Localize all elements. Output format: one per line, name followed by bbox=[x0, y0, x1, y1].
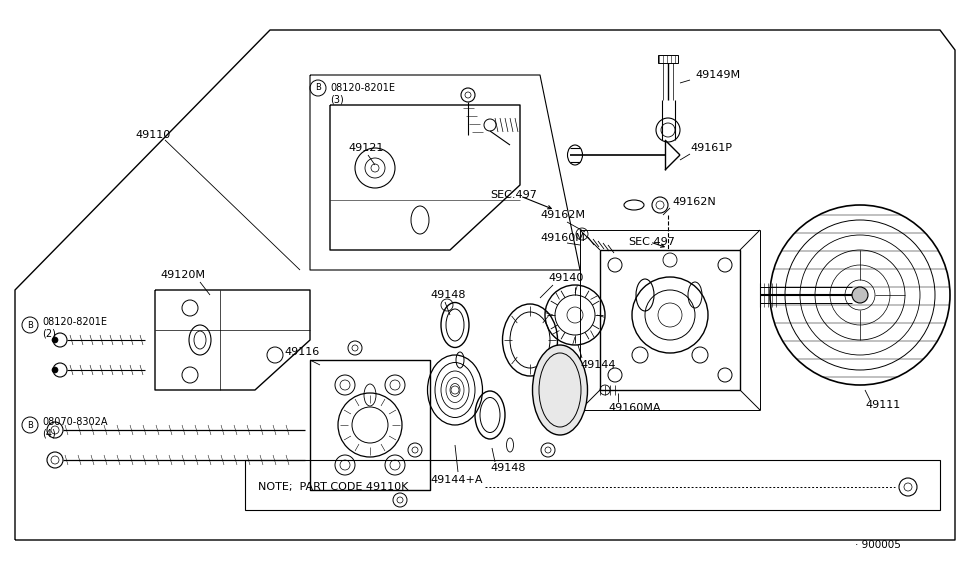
Text: (2): (2) bbox=[42, 329, 56, 339]
Text: 49144+A: 49144+A bbox=[430, 475, 483, 485]
Text: NOTE;  PART CODE 49110K: NOTE; PART CODE 49110K bbox=[258, 482, 409, 492]
Text: 49162M: 49162M bbox=[540, 210, 585, 220]
Text: B: B bbox=[315, 84, 321, 92]
Text: SEC.497: SEC.497 bbox=[628, 237, 675, 247]
Text: 49148: 49148 bbox=[490, 463, 526, 473]
Text: 49148: 49148 bbox=[430, 290, 465, 300]
Bar bbox=[600, 250, 740, 390]
Text: 49160M: 49160M bbox=[540, 233, 585, 243]
Text: 49121: 49121 bbox=[348, 143, 383, 153]
Text: B: B bbox=[27, 421, 33, 430]
Text: (3): (3) bbox=[330, 95, 344, 105]
Bar bbox=[245, 460, 940, 510]
Text: · 900005: · 900005 bbox=[855, 540, 901, 550]
Text: 49120M: 49120M bbox=[160, 270, 205, 280]
Text: 08120-8201E: 08120-8201E bbox=[330, 83, 395, 93]
Text: 08070-8302A: 08070-8302A bbox=[42, 417, 107, 427]
Text: 49162N: 49162N bbox=[672, 197, 716, 207]
Text: (4): (4) bbox=[42, 429, 56, 439]
Text: 49111: 49111 bbox=[865, 400, 900, 410]
Text: 49149M: 49149M bbox=[695, 70, 740, 80]
Circle shape bbox=[852, 287, 868, 303]
Text: B: B bbox=[27, 320, 33, 329]
Text: 49140: 49140 bbox=[548, 273, 583, 283]
Ellipse shape bbox=[532, 345, 588, 435]
Text: 49160MA: 49160MA bbox=[608, 403, 660, 413]
Text: 49110: 49110 bbox=[135, 130, 171, 140]
Text: SEC.497: SEC.497 bbox=[490, 190, 537, 200]
Circle shape bbox=[52, 337, 58, 343]
Text: 49116: 49116 bbox=[284, 347, 319, 357]
Text: 49161P: 49161P bbox=[690, 143, 732, 153]
Bar bbox=[658, 55, 678, 63]
Text: 49144: 49144 bbox=[580, 360, 615, 370]
Circle shape bbox=[52, 367, 58, 373]
Text: 08120-8201E: 08120-8201E bbox=[42, 317, 107, 327]
